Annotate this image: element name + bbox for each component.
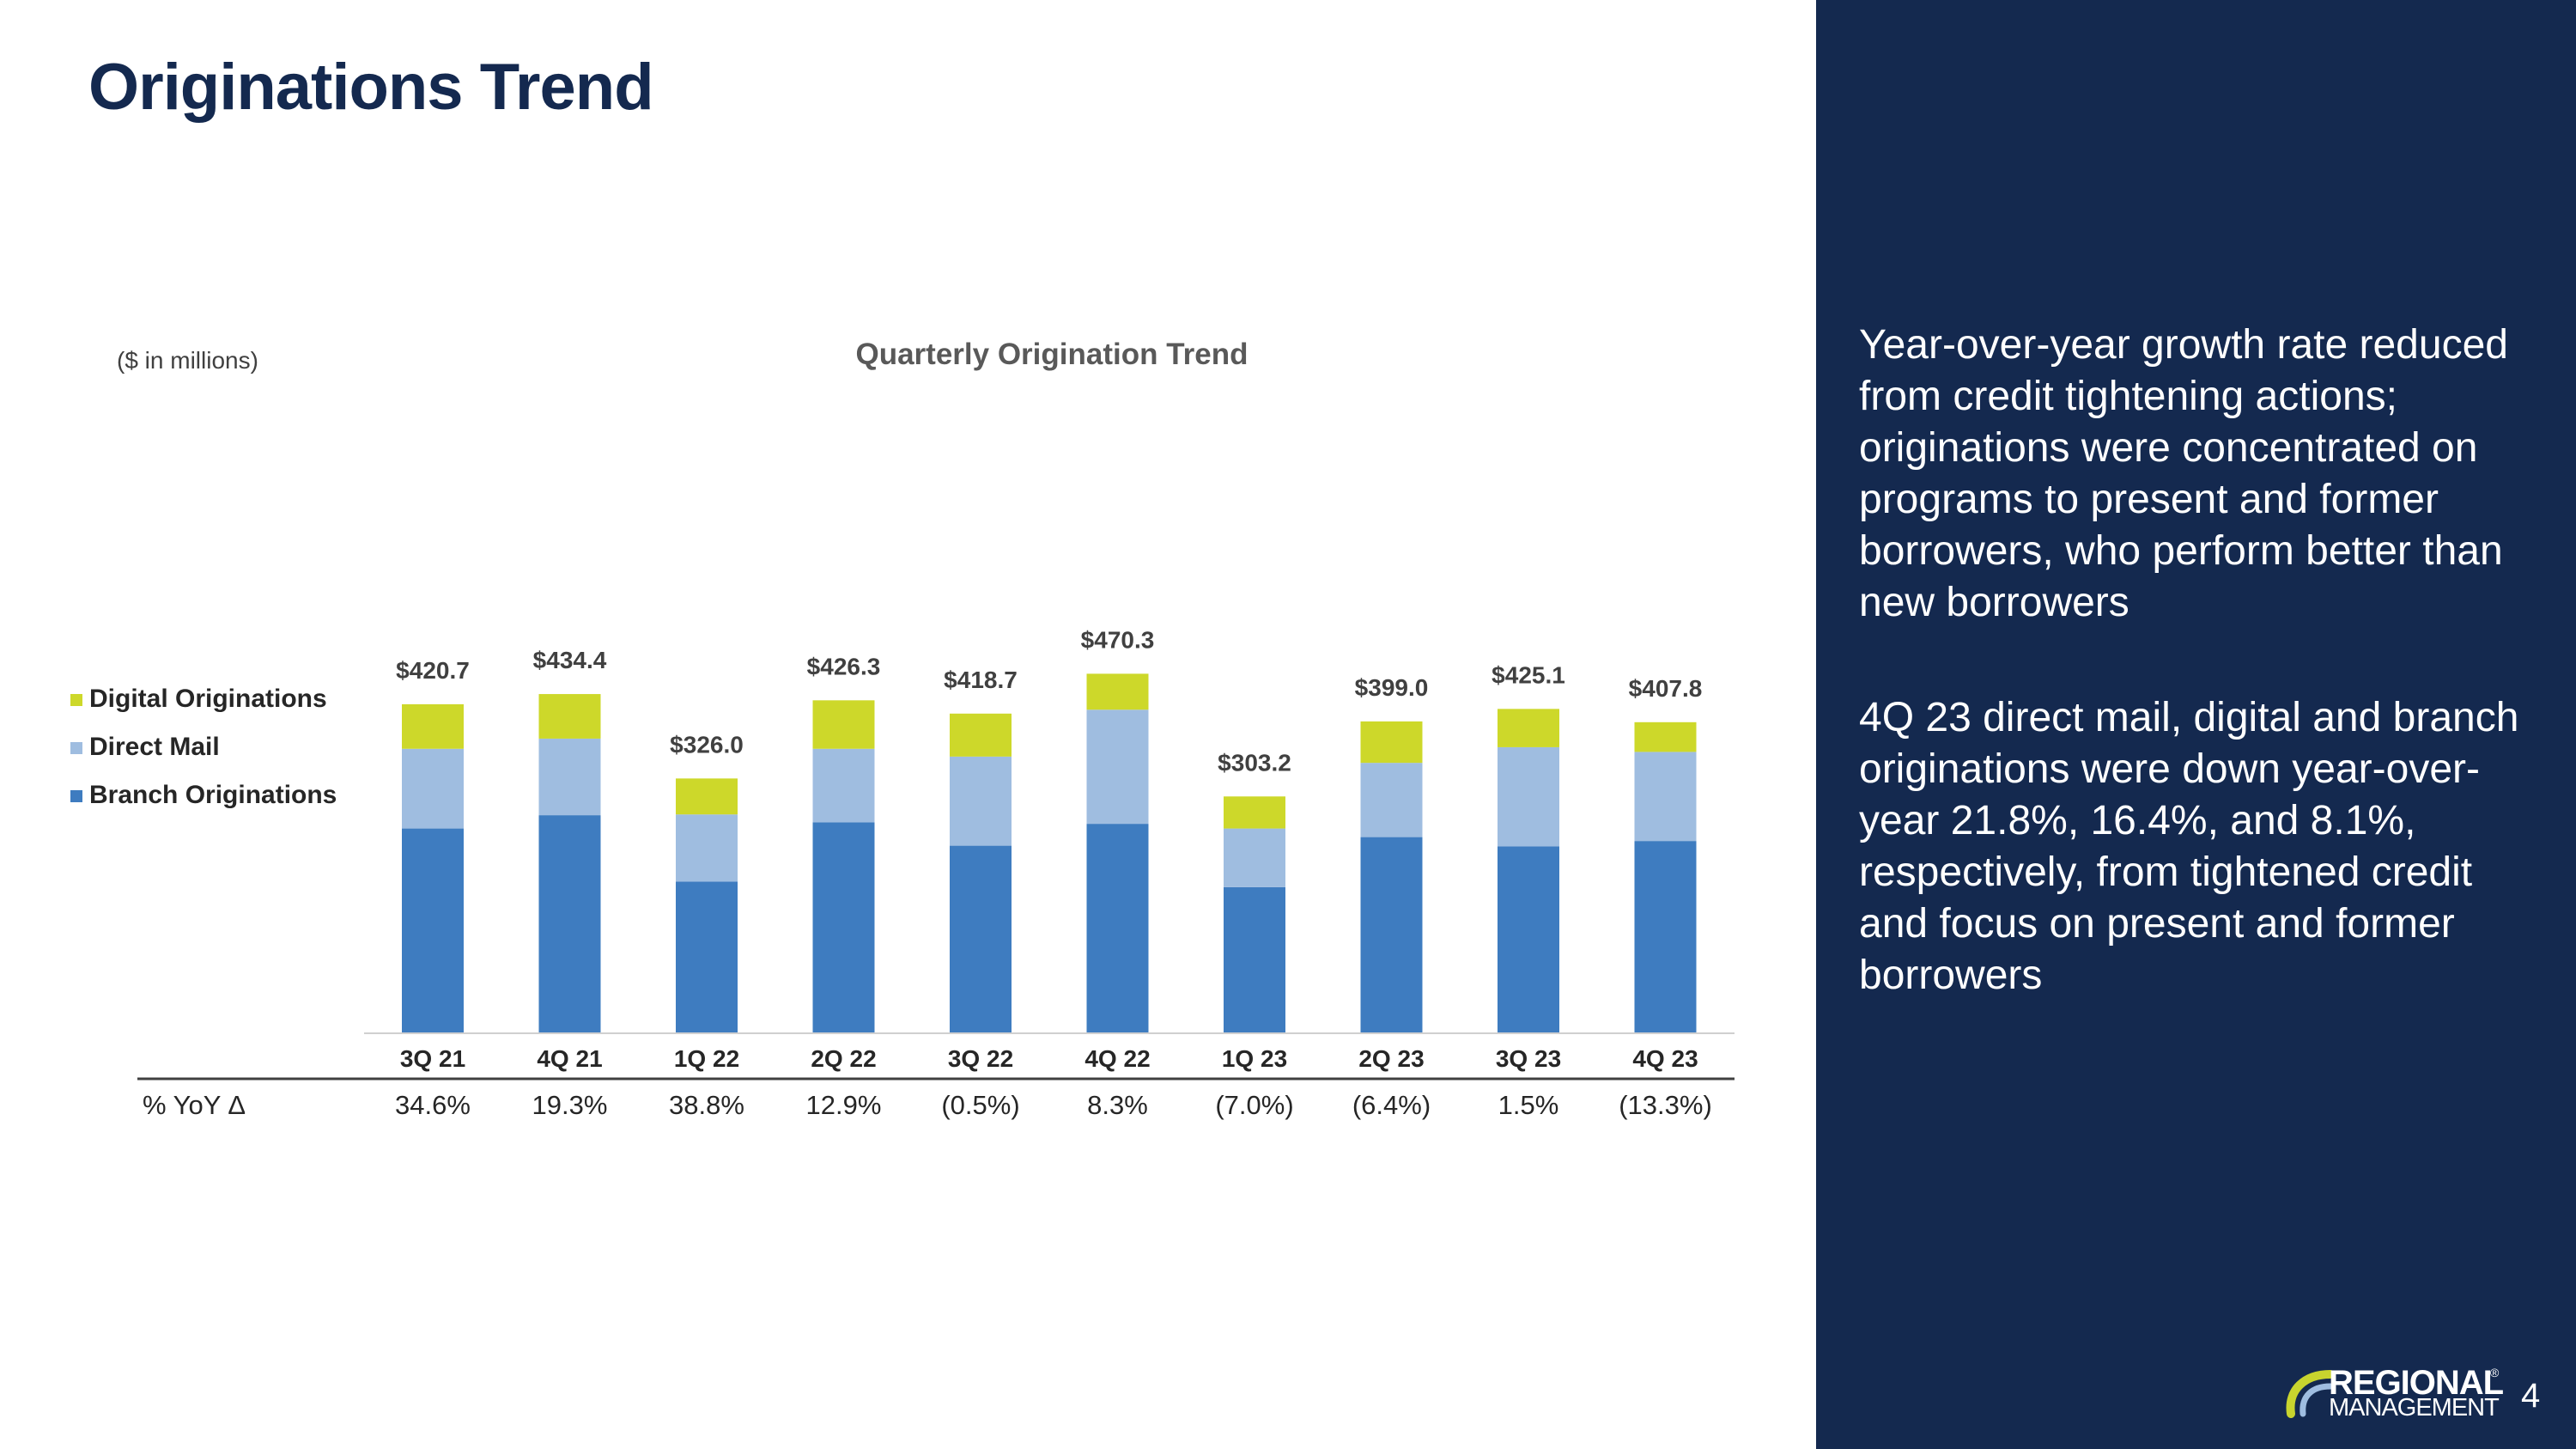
bar-segment-branch: [676, 881, 738, 1033]
logo-text-regional: REGIONAL: [2329, 1364, 2504, 1402]
bar-segment-digital: [1634, 721, 1697, 752]
bar-segment-branch: [1498, 846, 1559, 1033]
category-tick-label: 2Q 23: [1358, 1045, 1424, 1072]
bar-segment-digital: [1086, 673, 1149, 710]
total-label: $470.3: [1081, 626, 1155, 653]
origination-chart: $420.7 3Q 21 34.6% $434.4 4Q 21 19.3% $326.0 1Q…: [137, 626, 1735, 1120]
yoy-value: 34.6%: [395, 1090, 471, 1120]
legend-item-digital: Digital Originations: [70, 684, 337, 732]
category-tick-label: 2Q 22: [811, 1045, 876, 1072]
yoy-row-label: % YoY Δ: [143, 1090, 246, 1120]
bar-segment-direct-mail: [812, 748, 875, 823]
yoy-value: 1.5%: [1498, 1090, 1559, 1120]
category-tick-label: 1Q 22: [674, 1045, 739, 1072]
total-label: $418.7: [944, 667, 1018, 693]
category-tick-label: 3Q 23: [1496, 1045, 1561, 1072]
bar-segment-branch: [1086, 824, 1149, 1033]
yoy-value: 19.3%: [532, 1090, 608, 1120]
page-number: 4: [2521, 1377, 2541, 1415]
bar-segment-branch: [812, 822, 875, 1033]
category-tick-label: 4Q 21: [537, 1045, 602, 1072]
bar-segment-branch: [1360, 837, 1423, 1033]
bar-segment-direct-mail: [1224, 828, 1285, 887]
bar-segment-branch: [950, 845, 1012, 1033]
chart-title: Quarterly Origination Trend: [855, 338, 1249, 371]
total-label: $303.2: [1218, 749, 1291, 776]
bar-segment-digital: [538, 694, 601, 739]
page-title: Originations Trend: [88, 51, 654, 124]
chart-legend: Digital Originations Direct Mail Branch …: [70, 684, 337, 828]
yoy-value: 8.3%: [1087, 1090, 1148, 1120]
total-label: $434.4: [533, 647, 607, 673]
legend-label-direct-mail: Direct Mail: [89, 733, 220, 761]
bar-segment-direct-mail: [1086, 709, 1149, 825]
total-label: $399.0: [1355, 674, 1429, 701]
legend-swatch-digital: [70, 694, 82, 706]
bar-segment-direct-mail: [538, 738, 601, 816]
sidebar-paragraph-growth: Year-over-year growth rate reduced from …: [1859, 322, 2508, 625]
bar-segment-digital: [1360, 721, 1423, 764]
bar-segment-branch: [538, 815, 601, 1033]
bar-segment-direct-mail: [1634, 752, 1697, 842]
logo-text-management: MANAGEMENT: [2329, 1394, 2500, 1422]
bar-segment-direct-mail: [676, 814, 738, 882]
logo-arc-icon: [2286, 1370, 2335, 1418]
bar-segment-branch: [1224, 886, 1285, 1033]
category-tick-label: 4Q 23: [1632, 1045, 1698, 1072]
category-tick-label: 3Q 21: [400, 1045, 465, 1072]
yoy-value: (7.0%): [1215, 1090, 1293, 1120]
legend-item-branch: Branch Originations: [70, 780, 337, 828]
bar-segment-direct-mail: [1498, 746, 1559, 847]
total-label: $407.8: [1629, 675, 1703, 702]
category-tick-label: 4Q 22: [1084, 1045, 1150, 1072]
bar-segment-direct-mail: [950, 756, 1012, 846]
bar-segment-digital: [1224, 796, 1285, 829]
bar-segment-branch: [1634, 841, 1697, 1033]
yoy-value: (6.4%): [1352, 1090, 1431, 1120]
total-label: $420.7: [396, 657, 470, 684]
category-tick-label: 1Q 23: [1222, 1045, 1287, 1072]
yoy-value: 38.8%: [669, 1090, 744, 1120]
total-label: $326.0: [670, 731, 744, 758]
bar-segment-direct-mail: [402, 748, 464, 829]
bar-segment-digital: [676, 778, 738, 815]
bar-segment-branch: [402, 828, 464, 1033]
logo-registered-mark: ®: [2490, 1366, 2500, 1379]
sidebar-paragraph-channels: 4Q 23 direct mail, digital and branch or…: [1859, 695, 2519, 998]
yoy-value: 12.9%: [806, 1090, 882, 1120]
legend-label-branch: Branch Originations: [89, 781, 337, 809]
units-note: ($ in millions): [117, 347, 258, 374]
total-label: $425.1: [1492, 661, 1565, 688]
company-logo: REGIONAL ® MANAGEMENT: [2284, 1366, 2504, 1422]
bar-segment-direct-mail: [1360, 763, 1423, 837]
bar-segment-digital: [1498, 709, 1559, 747]
bar-segment-digital: [812, 700, 875, 749]
legend-swatch-branch: [70, 790, 82, 802]
yoy-value: (0.5%): [941, 1090, 1019, 1120]
right-panel: Year-over-year growth rate reduced from …: [1816, 0, 2576, 1449]
legend-item-direct-mail: Direct Mail: [70, 732, 337, 780]
legend-label-digital: Digital Originations: [89, 685, 327, 713]
total-label: $426.3: [807, 653, 881, 679]
bar-segment-digital: [950, 713, 1012, 757]
category-tick-label: 3Q 22: [948, 1045, 1013, 1072]
yoy-value: (13.3%): [1619, 1090, 1712, 1120]
bar-segment-digital: [402, 703, 464, 749]
legend-swatch-direct-mail: [70, 742, 82, 754]
